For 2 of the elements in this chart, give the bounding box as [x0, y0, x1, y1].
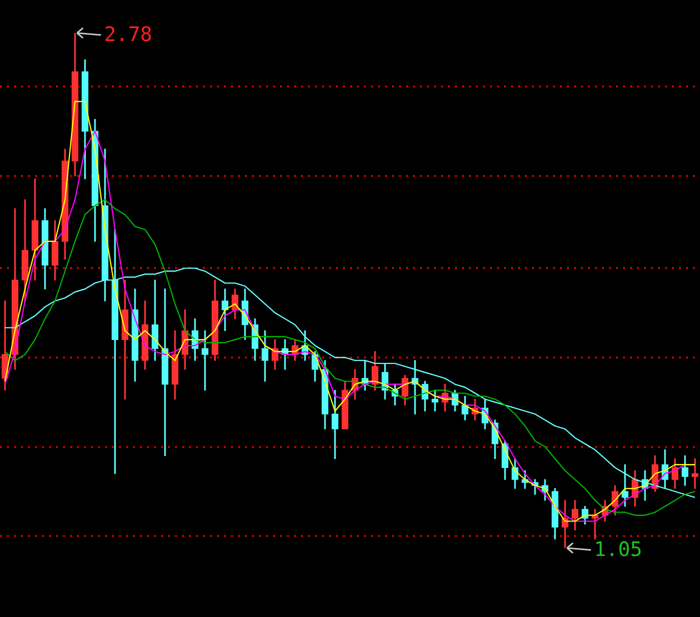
annotation: 1.05 — [594, 537, 642, 562]
annotation: 2.78 — [104, 22, 152, 46]
